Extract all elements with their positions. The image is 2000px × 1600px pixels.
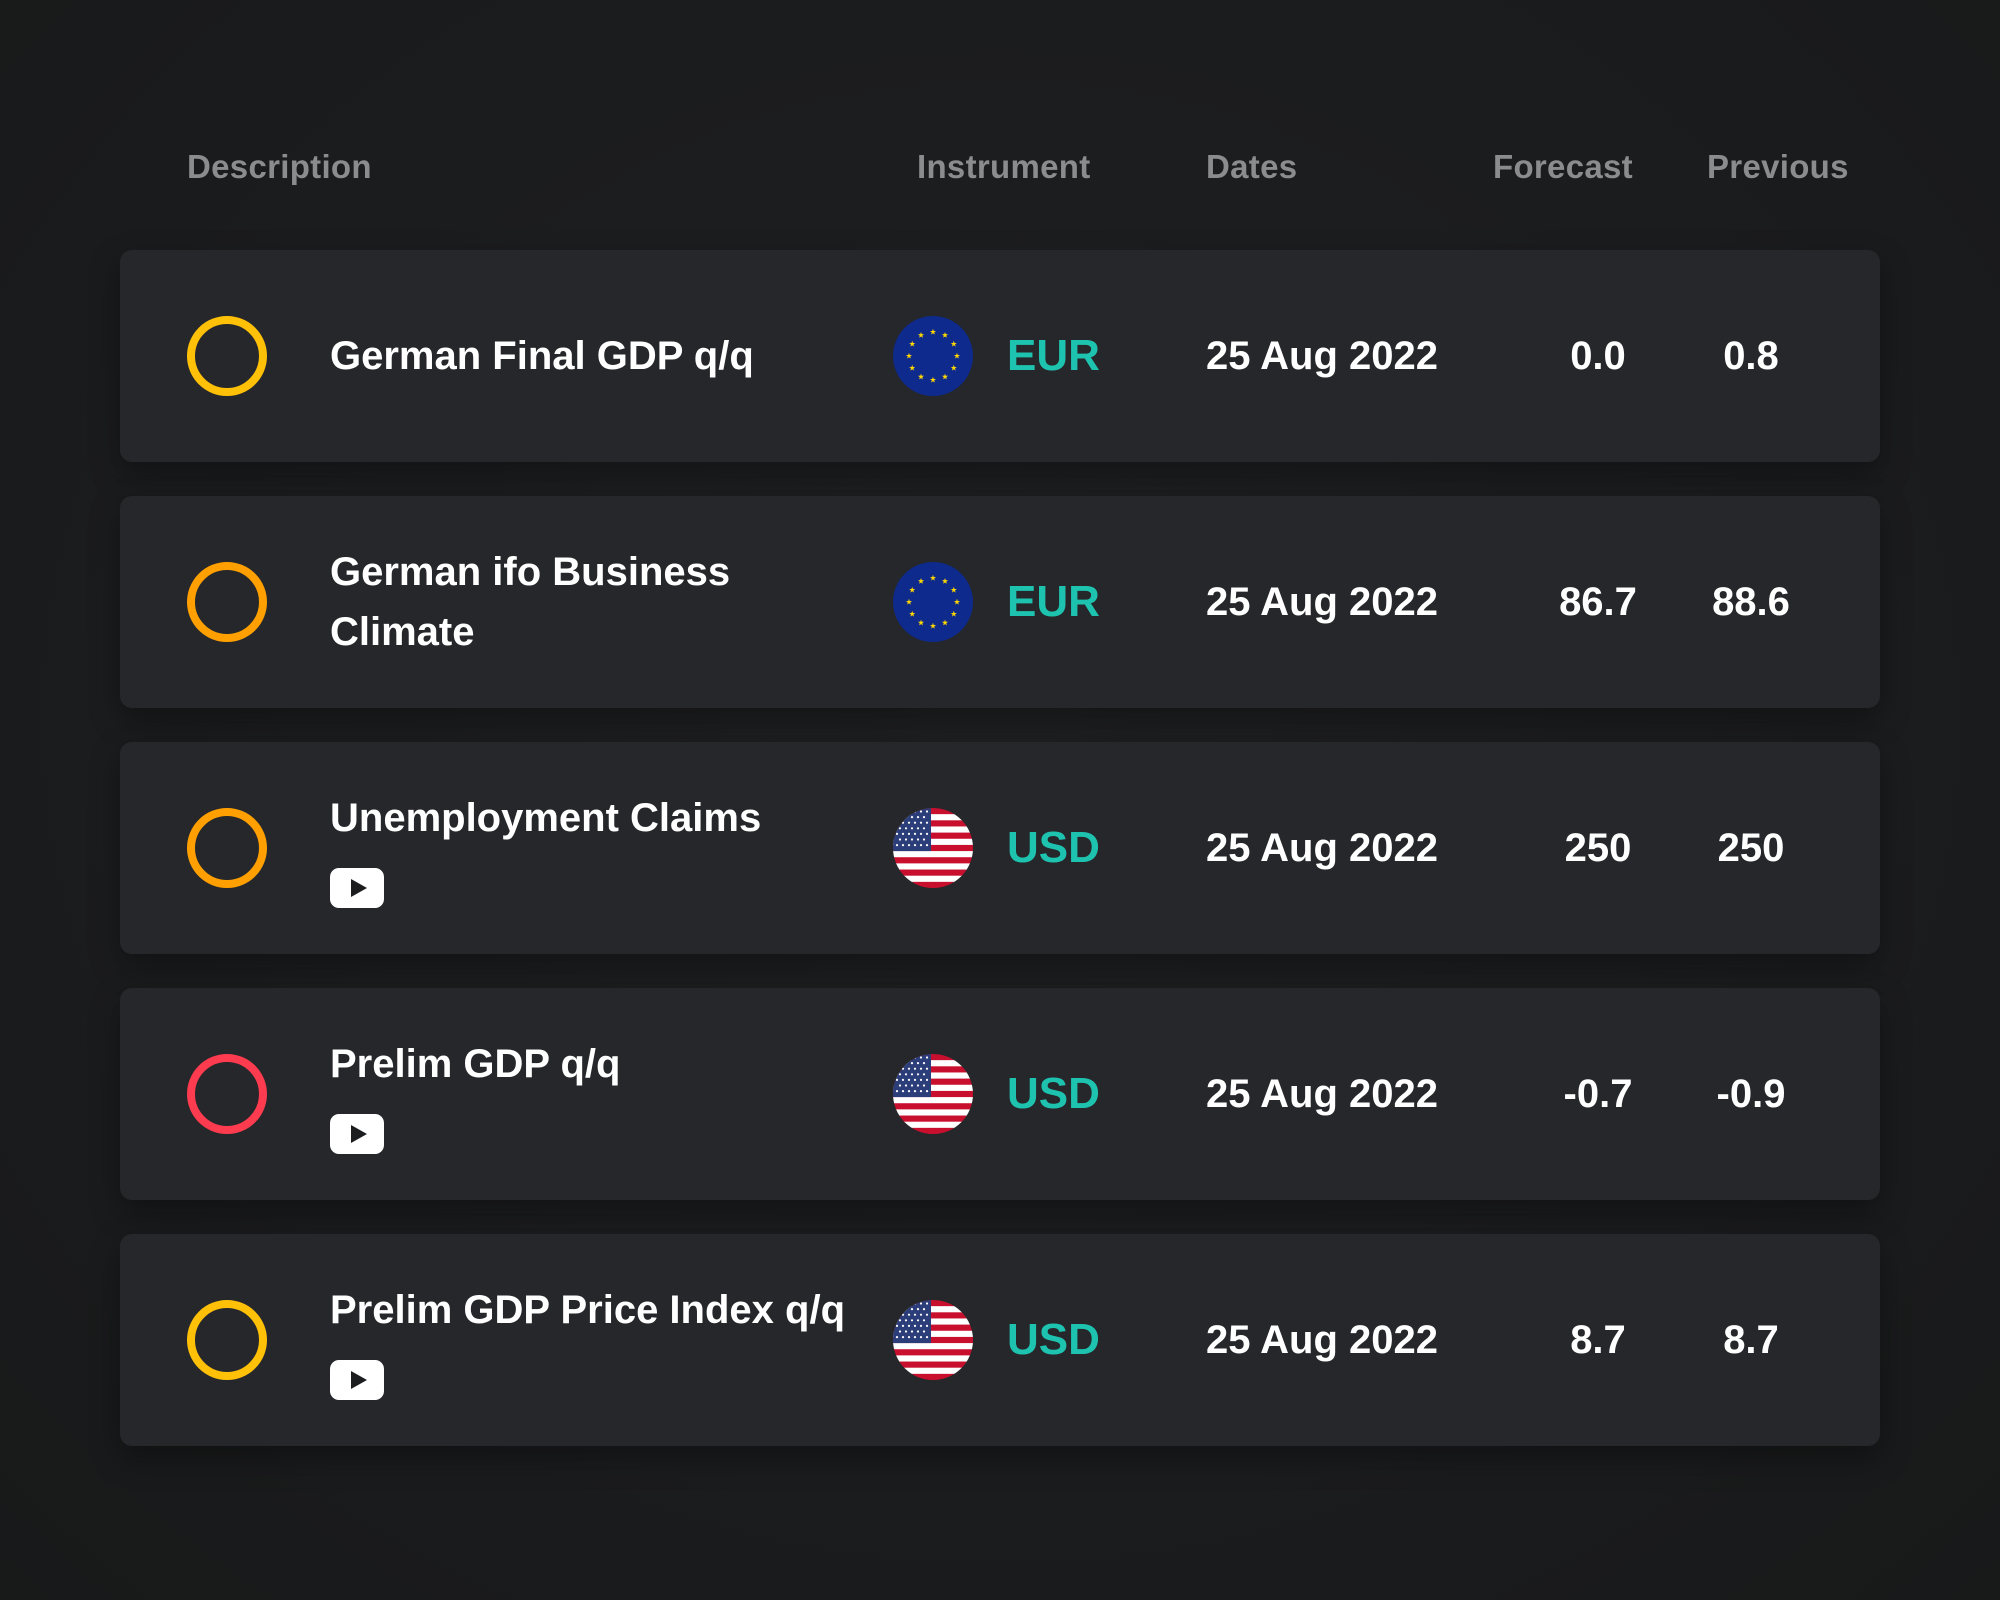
eu-flag-icon <box>893 316 973 396</box>
table-row[interactable]: Prelim GDP q/q USD 25 Aug 2022 -0.7 -0.9 <box>120 988 1880 1200</box>
impact-indicator-icon <box>187 1054 267 1134</box>
previous-value: 8.7 <box>1723 1318 1779 1362</box>
impact-indicator-icon <box>187 316 267 396</box>
event-description-line: Prelim GDP Price Index q/q <box>330 1288 845 1332</box>
forecast-value: 250 <box>1564 826 1632 870</box>
previous-value: 88.6 <box>1712 580 1790 624</box>
table-row[interactable]: Unemployment Claims USD 25 Aug 2022 250 … <box>120 742 1880 954</box>
event-description: Unemployment Claims <box>330 788 890 848</box>
event-date: 25 Aug 2022 <box>1206 1072 1438 1116</box>
event-description-line: Prelim GDP q/q <box>330 1042 621 1086</box>
currency-label: EUR <box>1007 577 1100 626</box>
table-header: Description Instrument Dates Forecast Pr… <box>120 148 1880 188</box>
event-description-line: Climate <box>330 610 475 654</box>
us-flag-icon <box>893 1054 973 1134</box>
header-description[interactable]: Description <box>187 148 372 185</box>
forecast-value: 8.7 <box>1570 1318 1626 1362</box>
event-description: German Final GDP q/q <box>330 326 890 386</box>
header-instrument[interactable]: Instrument <box>917 148 1091 185</box>
forecast-value: 0.0 <box>1570 334 1626 378</box>
event-date: 25 Aug 2022 <box>1206 334 1438 378</box>
currency-label: USD <box>1007 1315 1100 1364</box>
us-flag-icon <box>893 808 973 888</box>
event-description-line: German Final GDP q/q <box>330 334 754 378</box>
header-dates[interactable]: Dates <box>1206 148 1298 185</box>
event-description: Prelim GDP Price Index q/q <box>330 1280 970 1340</box>
event-description: Prelim GDP q/q <box>330 1034 890 1094</box>
header-forecast[interactable]: Forecast <box>1493 148 1633 185</box>
impact-indicator-icon <box>187 562 267 642</box>
forecast-value: -0.7 <box>1563 1072 1633 1116</box>
eu-flag-icon <box>893 562 973 642</box>
impact-indicator-icon <box>187 1300 267 1380</box>
table-row[interactable]: German ifo Business Climate EUR 25 Aug 2… <box>120 496 1880 708</box>
currency-label: EUR <box>1007 331 1100 380</box>
header-previous[interactable]: Previous <box>1707 148 1849 185</box>
previous-value: 250 <box>1717 826 1785 870</box>
us-flag-icon <box>893 1300 973 1380</box>
event-description-line: Unemployment Claims <box>330 796 762 840</box>
video-play-icon[interactable] <box>330 1360 384 1400</box>
currency-label: USD <box>1007 1069 1100 1118</box>
impact-indicator-icon <box>187 808 267 888</box>
event-date: 25 Aug 2022 <box>1206 826 1438 870</box>
event-description-line: German ifo Business <box>330 550 731 594</box>
event-date: 25 Aug 2022 <box>1206 580 1438 624</box>
video-play-icon[interactable] <box>330 1114 384 1154</box>
previous-value: -0.9 <box>1716 1072 1786 1116</box>
currency-label: USD <box>1007 823 1100 872</box>
event-date: 25 Aug 2022 <box>1206 1318 1438 1362</box>
forecast-value: 86.7 <box>1559 580 1637 624</box>
table-row[interactable]: German Final GDP q/q EUR 25 Aug 2022 0.0… <box>120 250 1880 462</box>
table-row[interactable]: Prelim GDP Price Index q/q USD 25 Aug 20… <box>120 1234 1880 1446</box>
event-description: German ifo Business Climate <box>330 542 890 662</box>
previous-value: 0.8 <box>1723 334 1779 378</box>
video-play-icon[interactable] <box>330 868 384 908</box>
